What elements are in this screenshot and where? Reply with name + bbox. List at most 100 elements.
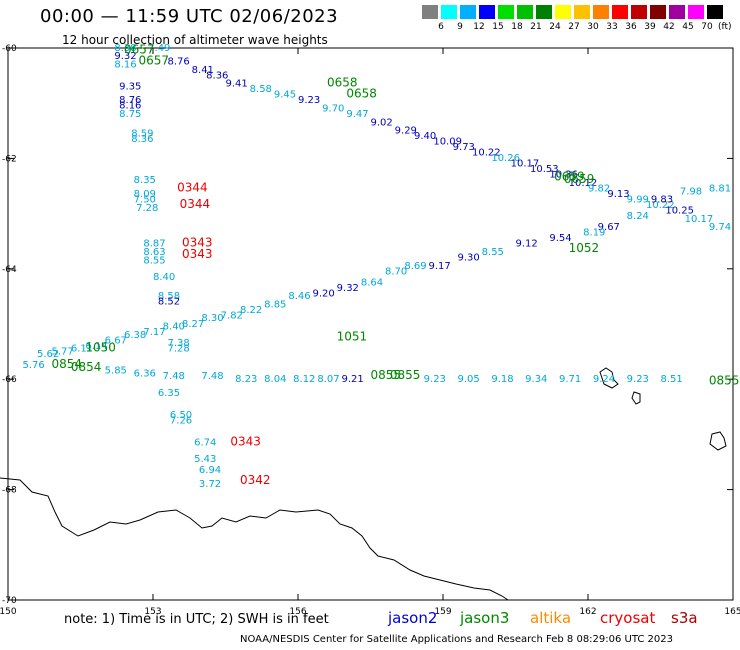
wave-height-label: 8.55 [143,255,165,266]
wave-height-label: 8.58 [158,291,180,302]
wave-height-label: 7.48 [201,371,223,382]
wave-height-label: 6.36 [134,368,156,379]
wave-height-label: 9.40 [414,131,436,142]
lon-tick-label: 153 [144,607,161,617]
pass-time-label: 0659 [554,169,585,183]
pass-time-label: 0658 [327,76,358,90]
wave-height-label: 9.23 [298,95,320,106]
legend-tick-label: 9 [457,22,463,32]
wave-height-label: 7.50 [134,195,156,206]
wave-height-label: 9.17 [429,261,451,272]
legend-tick-label: 39 [644,22,656,32]
wave-height-label: 7.38 [168,338,190,349]
wave-height-label: 7.98 [680,186,702,197]
wave-height-label: 7.26 [170,415,192,426]
legend-swatch [631,5,647,19]
wave-height-label: 8.75 [119,109,141,120]
legend-swatch [441,5,457,19]
legend-tick-label: 27 [568,22,580,32]
page-subtitle: 12 hour collection of altimeter wave hei… [62,33,328,47]
wave-height-label: 8.16 [119,101,141,112]
pass-time-label: 0343 [230,434,261,448]
wave-height-label: 10.12 [569,178,598,189]
wave-height-label: 6.74 [194,437,216,448]
legend-swatch [593,5,609,19]
wave-height-label: 10.17 [685,214,714,225]
wave-height-label: 8.70 [385,266,407,277]
wave-height-label: 8.27 [182,319,204,330]
wave-height-label: 8.76 [168,57,190,68]
wave-height-label: 10.09 [433,137,462,148]
wave-height-label: 9.29 [395,126,417,137]
wave-height-label: 9.35 [119,81,141,92]
legend-swatch [612,5,628,19]
legend-tick-label: 24 [549,22,561,32]
wave-height-label: 9.32 [114,51,136,62]
wave-height-label: 6.50 [170,410,192,421]
wave-height-label: 8.55 [482,247,504,258]
wave-height-label: 7.48 [163,371,185,382]
lat-tick-label: -62 [2,154,17,164]
wave-height-label: 7.82 [221,310,243,321]
pass-time-label: 0342 [240,473,271,487]
wave-height-label: 9.18 [491,374,513,385]
wave-height-label: 10.22 [472,148,501,159]
wave-height-label: 9.20 [313,288,335,299]
wave-height-label: 9.74 [709,222,731,233]
legend-unit: (ft) [718,22,732,32]
lon-tick-label: 159 [434,607,451,617]
wave-height-label: 8.23 [235,374,257,385]
wave-height-label: 8.36 [131,134,153,145]
wave-height-label: 6.35 [158,388,180,399]
legend-swatch [650,5,666,19]
wave-height-label: 9.12 [516,239,538,250]
wave-height-label: 9.24 [593,374,615,385]
wave-height-label: 9.21 [342,374,364,385]
wave-height-label: 7.49 [148,43,170,54]
wave-height-label: 8.51 [661,374,683,385]
wave-height-label: 9.23 [424,374,446,385]
legend-tick-label: 6 [438,22,444,32]
lat-tick-label: -64 [2,265,17,275]
wave-height-label: 8.64 [361,277,383,288]
wave-height-label: 8.69 [404,261,426,272]
wave-height-label: 8.63 [143,247,165,258]
wave-height-label: 9.73 [453,142,475,153]
legend-swatch [460,5,476,19]
legend-swatch [669,5,685,19]
pass-time-label: 1050 [85,341,116,355]
pass-time-label: 0343 [182,247,213,261]
lat-tick-label: -70 [2,596,17,606]
wave-height-label: 9.32 [337,283,359,294]
island-2-path [631,391,641,405]
wave-height-label: 9.47 [346,109,368,120]
wave-height-label: 9.83 [651,195,673,206]
pass-time-label: 0343 [182,236,213,250]
wave-height-label: 7.17 [143,327,165,338]
pass-time-label: 0855 [390,368,421,382]
wave-height-label: 9.13 [607,189,629,200]
wave-height-label: 5.43 [194,454,216,465]
legend-tick-label: 33 [606,22,618,32]
wave-height-label: 7.28 [168,344,190,355]
wave-height-label: 8.16 [114,59,136,70]
wave-height-label: 9.02 [371,117,393,128]
wave-height-label: 6.14 [85,341,107,352]
antarctic-coastline [0,367,727,601]
wave-height-label: 5.77 [52,346,74,357]
wave-height-label: 8.36 [206,70,228,81]
legend-tick-label: 45 [682,22,694,32]
legend-swatch [688,5,704,19]
wave-height-label: 8.04 [264,374,286,385]
wave-height-label: 10.22 [646,200,675,211]
wave-height-label: 9.71 [559,374,581,385]
island-1-path [599,367,619,389]
wave-height-label: 9.99 [627,195,649,206]
wave-height-label: 8.40 [153,272,175,283]
wave-height-label: 8.59 [131,128,153,139]
pass-time-label: 1051 [337,330,368,344]
wave-height-label: 8.22 [240,305,262,316]
map-frame [7,47,734,601]
wave-height-label: 10.26 [491,153,520,164]
